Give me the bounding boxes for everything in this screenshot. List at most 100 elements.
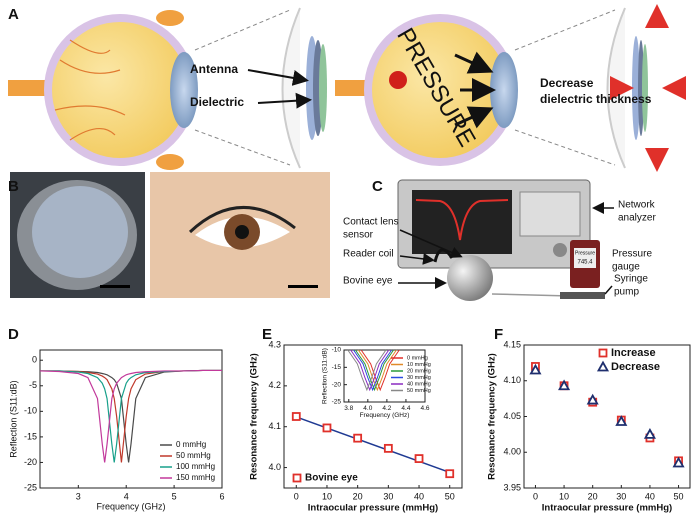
series-line: [353, 349, 393, 392]
x-axis-label: Intraocular pressure (mmHg): [542, 503, 672, 514]
marker: [643, 428, 656, 439]
y-tick-label: 4.0: [268, 462, 281, 472]
x-tick-label: 10: [559, 491, 569, 501]
marker: [414, 454, 424, 463]
x-tick-label: 50: [445, 491, 455, 501]
scale-bar: [288, 285, 318, 288]
panel-a: A Antenna Dielectric PRESSURE Decrease d…: [8, 4, 686, 172]
panel-label: D: [8, 326, 19, 343]
y-tick-label: -10: [24, 406, 37, 416]
c-label: analyzer: [618, 213, 656, 224]
y-tick-label: 4.3: [268, 339, 281, 349]
panel-label: B: [8, 178, 19, 195]
series-line: [347, 349, 387, 392]
legend-label: 10 mmHg: [407, 362, 431, 368]
annotation: dielectric thickness: [540, 92, 652, 106]
lens: [490, 52, 518, 128]
marker: [558, 379, 571, 391]
x-axis-label: Intraocular pressure (mmHg): [308, 503, 438, 514]
cornea: [32, 186, 128, 278]
y-tick-label: 4.1: [268, 421, 281, 431]
marker: [529, 363, 542, 375]
y-tick-label: -5: [29, 380, 37, 390]
legend-swatch: [292, 473, 302, 483]
x-tick-label: 5: [172, 491, 177, 501]
legend-label: 50 mmHg: [176, 451, 211, 460]
screen-curve: [415, 199, 509, 241]
legend-label: 0 mmHg: [407, 355, 428, 361]
knob: [553, 243, 567, 257]
x-tick-label: 0: [533, 491, 538, 501]
arrow: [604, 285, 613, 295]
marker: [383, 443, 393, 453]
y-tick-label: 4.00: [503, 447, 521, 457]
c-label: Bovine eye: [343, 276, 393, 287]
marker: [445, 469, 455, 479]
marker: [586, 393, 599, 405]
y-axis-label: Resonance frequency (GHz): [249, 353, 260, 480]
panel-b: B: [8, 172, 330, 298]
x-tick-label: 50: [674, 491, 684, 501]
legend-label: 0 mmHg: [176, 440, 206, 449]
y-tick-label: 0: [32, 355, 37, 365]
arrow: [399, 229, 463, 258]
fit-line: [296, 416, 450, 474]
marker: [615, 415, 628, 426]
gauge-display: [574, 248, 596, 268]
eye-surface: [281, 7, 301, 169]
x-tick-label: 3.8: [344, 405, 353, 412]
y-tick-label: 3.95: [503, 482, 521, 492]
y-tick-label: -20: [332, 381, 342, 388]
x-tick-label: 20: [353, 491, 363, 501]
panel-c: C Pressure 745.4 Network analyzer Contac…: [343, 178, 656, 301]
marker: [353, 433, 363, 443]
lens-layer: [642, 44, 648, 132]
syringe: [560, 292, 605, 299]
series-line: [360, 349, 400, 392]
series-line: [350, 349, 390, 392]
gauge-value: 745.4: [577, 260, 593, 266]
y-axis-label: Resonance frequency (GHz): [487, 353, 498, 480]
legend-label: 150 mmHg: [176, 473, 215, 482]
lens-layer: [319, 44, 327, 132]
x-tick-label: 30: [383, 491, 393, 501]
c-label: sensor: [343, 230, 374, 241]
y-tick-label: -25: [24, 482, 37, 492]
panel-label: F: [494, 326, 503, 343]
c-label: Reader coil: [343, 249, 394, 260]
legend-label: 20 mmHg: [407, 368, 431, 374]
y-tick-label: 4.2: [268, 380, 281, 390]
y-tick-label: -10: [332, 347, 342, 354]
legend-swatch: [596, 360, 610, 372]
x-tick-label: 20: [588, 491, 598, 501]
x-tick-label: 4: [124, 491, 129, 501]
muscle: [156, 10, 184, 26]
x-tick-label: 4.2: [382, 405, 391, 412]
keypad: [519, 191, 581, 237]
x-tick-label: 30: [616, 491, 626, 501]
y-tick-label: 4.15: [503, 339, 521, 349]
y-tick-label: -15: [332, 364, 342, 371]
x-tick-label: 4.4: [401, 405, 410, 412]
legend-label: 100 mmHg: [176, 462, 215, 471]
zoom-line: [514, 129, 616, 166]
y-tick-label: -15: [24, 431, 37, 441]
optic-disc: [389, 71, 407, 89]
legend-label: Increase: [611, 347, 656, 359]
scale-bar: [100, 285, 130, 288]
muscle: [156, 154, 184, 170]
panel-label: A: [8, 6, 19, 23]
y-tick-label: -25: [332, 399, 342, 406]
annotation: Decrease: [540, 76, 594, 90]
c-label: Syringe: [614, 274, 648, 285]
x-tick-label: 0: [294, 491, 299, 501]
annotation: Dielectric: [190, 95, 244, 109]
plot-frame: [523, 344, 691, 489]
x-tick-label: 40: [645, 491, 655, 501]
x-tick-label: 6: [219, 491, 224, 501]
legend-label: 50 mmHg: [407, 388, 431, 394]
zoom-line: [194, 9, 291, 51]
arrow: [257, 92, 312, 109]
c-label: Network: [618, 200, 656, 211]
